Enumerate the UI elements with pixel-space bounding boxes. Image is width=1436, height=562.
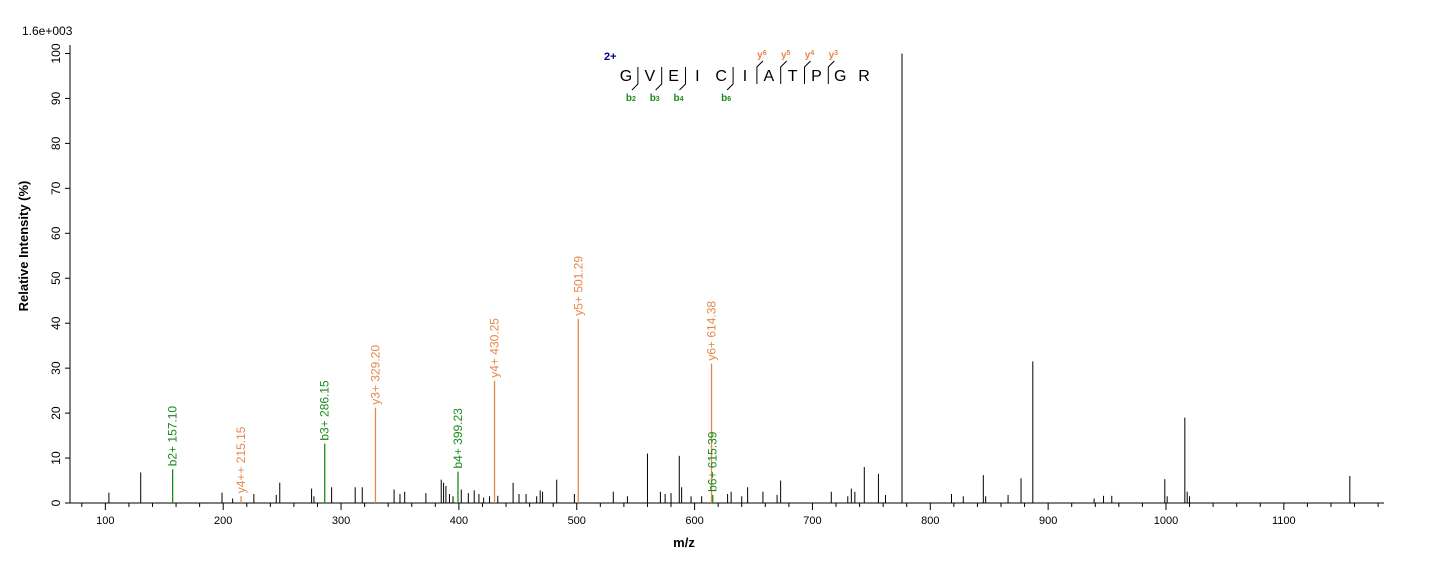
peak-label: y3+ 329.20: [368, 345, 382, 405]
y-ion-label: y4: [805, 50, 815, 61]
y-axis-title: Relative Intensity (%): [16, 181, 31, 312]
y-tick-label: 100: [49, 43, 63, 63]
x-tick-label: 1000: [1154, 515, 1178, 527]
b-ion-bracket: [631, 67, 639, 91]
sequence-residue: R: [858, 68, 870, 85]
sequence-residue: V: [644, 68, 655, 85]
peak-label: b6+ 615.39: [706, 431, 720, 492]
y-tick-label: 70: [49, 181, 63, 195]
y-ion-bracket: [756, 60, 764, 84]
b-ion-bracket: [655, 67, 663, 91]
sequence-residue: I: [743, 68, 747, 85]
sequence-residue: G: [620, 68, 632, 85]
x-tick-label: 700: [803, 515, 821, 527]
y-tick-label: 10: [49, 451, 63, 465]
peak-label: b3+ 286.15: [318, 380, 332, 441]
peak-label: b4+ 399.23: [451, 408, 465, 469]
x-tick-label: 800: [921, 515, 939, 527]
b-ion-bracket: [726, 67, 734, 91]
sequence-residue: E: [668, 68, 679, 85]
axes: [69, 45, 1384, 504]
y-ion-label: y6: [757, 50, 767, 61]
y-ion-label: y5: [781, 50, 791, 61]
b-ion-label: b6: [721, 93, 731, 104]
y-tick-label: 90: [49, 91, 63, 105]
y-tick-label: 30: [49, 361, 63, 375]
x-axis-title: m/z: [673, 535, 695, 550]
x-tick-label: 200: [214, 515, 232, 527]
b-ion-bracket: [679, 67, 686, 91]
x-tick-label: 900: [1039, 515, 1057, 527]
x-tick-label: 400: [450, 515, 468, 527]
peak-label: y4+ 430.25: [488, 318, 502, 378]
y-tick-label: 20: [49, 406, 63, 420]
y-tick-label: 80: [49, 136, 63, 150]
x-tick-label: 600: [685, 515, 703, 527]
max-intensity-label: 1.6e+003: [22, 24, 73, 38]
axis-ticks: 0 10 20 30 40 50 60 70 80 90 100 100 200 300 400 500 600…: [49, 43, 1379, 527]
sequence-residue: C: [715, 68, 727, 85]
sequence-residue: A: [763, 68, 774, 85]
charge-state-label: 2+: [604, 51, 617, 63]
b-ion-label: b3: [650, 93, 660, 104]
b-ion-label: b2: [626, 93, 636, 104]
x-tick-label: 300: [332, 515, 350, 527]
peak-label: b2+ 157.10: [166, 406, 180, 467]
b-ion-label: b4: [673, 93, 683, 104]
sequence-residue: G: [834, 68, 846, 85]
x-tick-label: 1100: [1272, 515, 1296, 527]
y-ion-bracket: [804, 60, 811, 84]
sequence-residue: P: [811, 68, 822, 85]
x-tick-label: 500: [568, 515, 586, 527]
y-ion-bracket: [780, 60, 788, 84]
y-tick-label: 0: [49, 499, 63, 506]
peak-annotations: b2+ 157.10 y4++ 215.15 b3+ 286.15 y3+ 329.2…: [166, 256, 720, 503]
peak-label: y6+ 614.38: [705, 301, 719, 361]
x-tick-label: 100: [96, 515, 114, 527]
peak-label: y5+ 501.29: [571, 256, 585, 316]
y-tick-label: 50: [49, 271, 63, 285]
peak-label: y4++ 215.15: [234, 426, 248, 493]
y-tick-label: 40: [49, 316, 63, 330]
sequence-residue: T: [788, 68, 798, 85]
y-tick-label: 60: [49, 226, 63, 240]
peaks: [108, 53, 1351, 503]
sequence-residue: I: [695, 68, 699, 85]
y-ion-label: y3: [829, 50, 839, 61]
y-ion-bracket: [827, 60, 835, 84]
